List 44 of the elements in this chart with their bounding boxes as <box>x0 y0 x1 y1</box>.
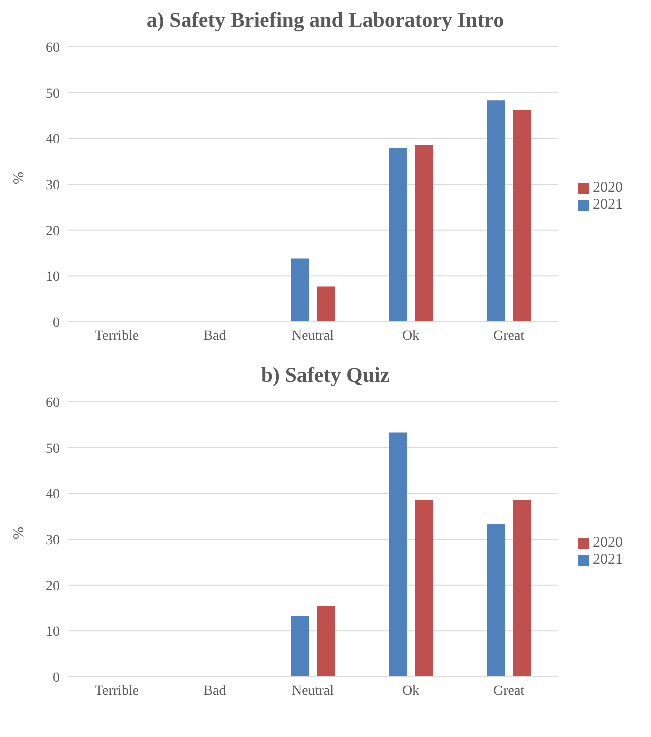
y-axis-title: % <box>11 527 28 540</box>
bar <box>513 110 532 322</box>
bar <box>487 100 506 322</box>
y-tick-label: 20 <box>46 579 60 594</box>
y-tick-label: 60 <box>46 396 60 411</box>
legend-label: 2021 <box>593 197 623 213</box>
bar <box>317 286 336 322</box>
y-tick-label: 40 <box>46 488 60 503</box>
y-tick-label: 50 <box>46 86 60 102</box>
bar <box>487 524 506 677</box>
x-tick-label: Bad <box>204 328 226 344</box>
bar <box>389 432 408 677</box>
x-tick-label: Great <box>493 328 525 344</box>
x-tick-label: Neutral <box>292 328 334 344</box>
x-tick-label: Ok <box>402 684 420 699</box>
bar <box>317 606 336 677</box>
x-tick-label: Bad <box>204 684 226 699</box>
legend-label: 2020 <box>593 535 623 551</box>
y-tick-label: 40 <box>46 132 60 148</box>
x-tick-label: Great <box>493 684 525 699</box>
y-tick-label: 50 <box>46 442 60 457</box>
y-axis-title: % <box>11 172 28 184</box>
x-tick-label: Ok <box>402 328 420 344</box>
y-tick-label: 30 <box>46 178 60 194</box>
legend-label: 2020 <box>593 180 623 196</box>
x-tick-label: Terrible <box>94 328 140 344</box>
bar <box>415 146 434 322</box>
bar <box>389 148 408 322</box>
chart-title: a) Safety Briefing and Laboratory Intro <box>146 8 506 33</box>
x-tick-label: Terrible <box>94 684 140 699</box>
y-tick-label: 30 <box>46 533 60 548</box>
bar <box>291 616 310 677</box>
bar <box>415 500 434 677</box>
chart-title: b) Safety Quiz <box>260 363 391 388</box>
bar <box>513 500 532 677</box>
y-tick-label: 0 <box>53 670 60 686</box>
legend-label: 2021 <box>593 552 623 568</box>
y-tick-label: 10 <box>46 625 60 640</box>
y-tick-label: 60 <box>46 40 60 56</box>
y-tick-label: 0 <box>53 316 60 331</box>
y-tick-label: 20 <box>46 224 60 240</box>
y-tick-label: 10 <box>46 270 60 286</box>
bar <box>291 258 310 322</box>
x-tick-label: Neutral <box>292 684 334 699</box>
